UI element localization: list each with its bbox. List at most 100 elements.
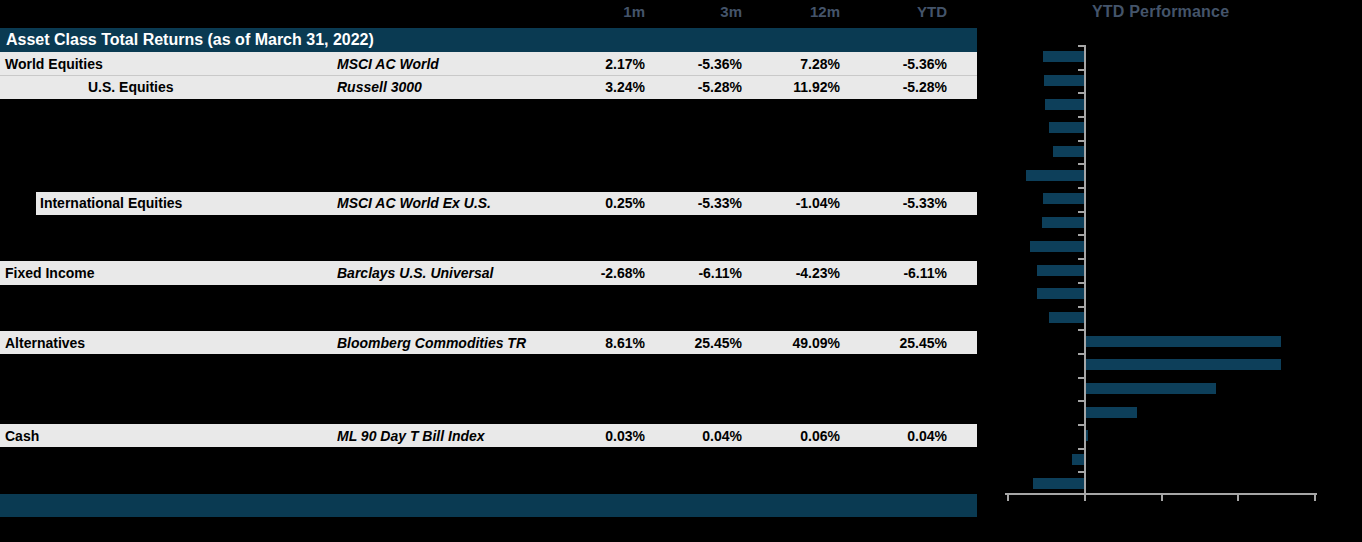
- table-row: U.S. EquitiesRussell 30003.24%-5.28%11.9…: [0, 75, 977, 98]
- ytd-bar: [1086, 383, 1216, 394]
- asset-class-label: Alternatives: [0, 335, 337, 351]
- column-header-3m: 3m: [665, 3, 762, 20]
- table-footer-bar: [0, 494, 977, 517]
- value-1m: 2.17%: [560, 56, 665, 72]
- index-name-label: MSCI AC World Ex U.S.: [337, 195, 560, 211]
- category-tick: [1078, 400, 1084, 402]
- column-header-ytd: YTD: [860, 3, 977, 20]
- header-spacer: [0, 3, 560, 20]
- table-row-redacted: [0, 238, 977, 261]
- table-row: World EquitiesMSCI AC World2.17%-5.36%7.…: [0, 52, 977, 75]
- x-axis-tick: [1237, 495, 1239, 501]
- x-axis-tick: [1161, 495, 1163, 501]
- category-tick: [1078, 140, 1084, 142]
- ytd-bar: [1086, 430, 1088, 441]
- ytd-bar: [1086, 359, 1281, 370]
- asset-class-label: International Equities: [36, 195, 337, 211]
- category-tick: [1078, 187, 1084, 189]
- value-1m: 8.61%: [560, 335, 665, 351]
- table-title-bar: Asset Class Total Returns (as of March 3…: [0, 28, 977, 52]
- value-1m: 0.25%: [560, 195, 665, 211]
- asset-class-table: World EquitiesMSCI AC World2.17%-5.36%7.…: [0, 52, 977, 494]
- table-row: Fixed IncomeBarclays U.S. Universal-2.68…: [0, 261, 977, 284]
- table-row-redacted: [0, 401, 977, 424]
- category-tick: [1078, 471, 1084, 473]
- category-tick: [1078, 448, 1084, 450]
- value-1m: 0.03%: [560, 428, 665, 444]
- ytd-bar: [1030, 241, 1084, 252]
- index-name-label: Russell 3000: [337, 79, 560, 95]
- ytd-bar: [1043, 193, 1084, 204]
- table-row-redacted: [0, 122, 977, 145]
- return-period-headers: 1m 3m 12m YTD: [0, 3, 977, 20]
- value-3m: -6.11%: [665, 265, 762, 281]
- column-header-1m: 1m: [560, 3, 665, 20]
- category-tick: [1078, 163, 1084, 165]
- ytd-bar: [1086, 336, 1281, 347]
- category-tick: [1078, 116, 1084, 118]
- category-tick: [1078, 282, 1084, 284]
- ytd-bar: [1037, 265, 1084, 276]
- value-3m: -5.36%: [665, 56, 762, 72]
- ytd-bar: [1026, 170, 1084, 181]
- asset-class-label: World Equities: [0, 56, 337, 72]
- table-row-redacted: [0, 378, 977, 401]
- value-12m: 11.92%: [762, 79, 860, 95]
- category-tick: [1078, 92, 1084, 94]
- table-row-redacted: [0, 285, 977, 308]
- ytd-bar: [1044, 75, 1084, 86]
- ytd-bar: [1042, 217, 1084, 228]
- value-ytd: -6.11%: [860, 265, 977, 281]
- value-ytd: -5.36%: [860, 56, 977, 72]
- value-3m: -5.33%: [665, 195, 762, 211]
- table-row-redacted: [0, 447, 977, 470]
- value-12m: -4.23%: [762, 265, 860, 281]
- ytd-bar: [1086, 407, 1137, 418]
- table-row-redacted: [0, 215, 977, 238]
- value-12m: 0.06%: [762, 428, 860, 444]
- table-row-redacted: [0, 168, 977, 191]
- value-3m: 25.45%: [665, 335, 762, 351]
- x-axis-tick: [1314, 495, 1316, 501]
- table-row-redacted: [0, 145, 977, 168]
- ytd-performance-chart: [1005, 45, 1320, 495]
- value-12m: 7.28%: [762, 56, 860, 72]
- table-row-redacted: [0, 354, 977, 377]
- category-tick: [1078, 234, 1084, 236]
- asset-class-label: Fixed Income: [0, 265, 337, 281]
- category-tick: [1078, 424, 1084, 426]
- value-12m: 49.09%: [762, 335, 860, 351]
- ytd-bar: [1053, 146, 1084, 157]
- value-1m: -2.68%: [560, 265, 665, 281]
- category-tick: [1078, 69, 1084, 71]
- index-name-label: MSCI AC World: [337, 56, 560, 72]
- table-row-redacted: [0, 99, 977, 122]
- ytd-bar: [1049, 312, 1084, 323]
- chart-zero-axis: [1084, 45, 1086, 495]
- asset-class-label: U.S. Equities: [0, 79, 337, 95]
- report-page: 1m 3m 12m YTD YTD Performance Asset Clas…: [0, 0, 1362, 542]
- x-axis-tick: [1084, 495, 1086, 501]
- value-ytd: -5.33%: [860, 195, 977, 211]
- ytd-bar: [1072, 454, 1084, 465]
- category-tick: [1078, 329, 1084, 331]
- ytd-bar: [1033, 478, 1084, 489]
- value-1m: 3.24%: [560, 79, 665, 95]
- value-ytd: 0.04%: [860, 428, 977, 444]
- category-tick: [1078, 353, 1084, 355]
- category-tick: [1078, 45, 1084, 47]
- value-12m: -1.04%: [762, 195, 860, 211]
- category-tick: [1078, 377, 1084, 379]
- value-3m: 0.04%: [665, 428, 762, 444]
- table-row: CashML 90 Day T Bill Index0.03%0.04%0.06…: [0, 424, 977, 447]
- index-name-label: Barclays U.S. Universal: [337, 265, 560, 281]
- value-3m: -5.28%: [665, 79, 762, 95]
- value-ytd: -5.28%: [860, 79, 977, 95]
- chart-title: YTD Performance: [1092, 3, 1229, 21]
- table-row-redacted: [0, 471, 977, 494]
- category-tick: [1078, 493, 1084, 495]
- value-ytd: 25.45%: [860, 335, 977, 351]
- table-row: International EquitiesMSCI AC World Ex U…: [36, 192, 977, 215]
- index-name-label: ML 90 Day T Bill Index: [337, 428, 560, 444]
- ytd-bar: [1049, 122, 1084, 133]
